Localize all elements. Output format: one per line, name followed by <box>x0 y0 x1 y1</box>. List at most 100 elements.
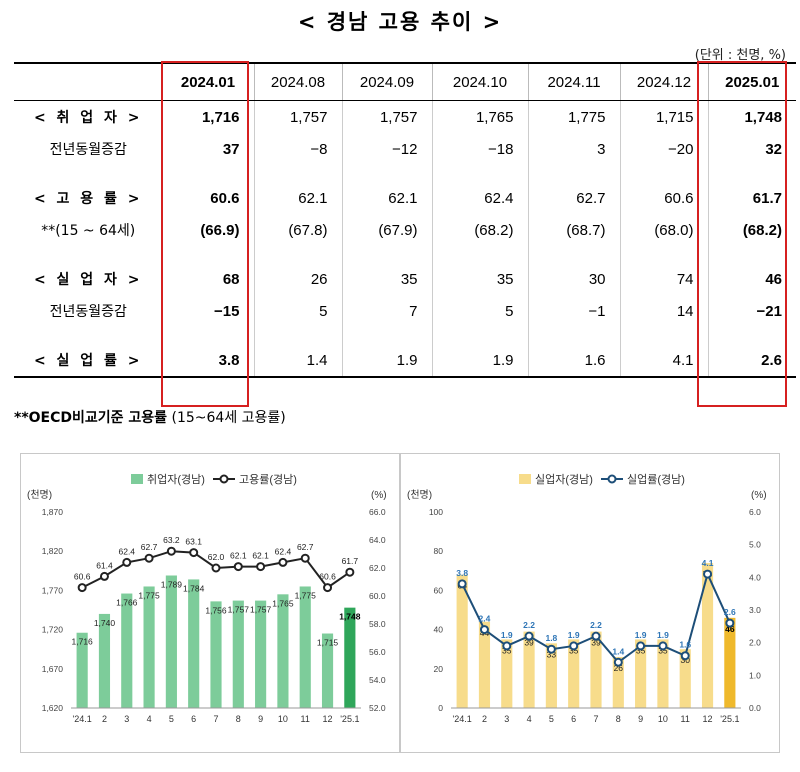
bar <box>255 600 267 708</box>
table-cell: 60.6 <box>161 182 254 214</box>
y2-tick-label: 62.0 <box>369 563 386 573</box>
table-cell: 3.8 <box>161 344 254 378</box>
x-tick-label: 6 <box>571 714 576 724</box>
y2-tick-label: 5.0 <box>749 540 761 550</box>
bar <box>210 601 222 708</box>
y-axis-title: (천명) <box>407 489 432 501</box>
table-cell: (67.8) <box>253 214 342 246</box>
bar-value-label: 46 <box>725 624 735 634</box>
table-cell: 1.9 <box>341 344 432 378</box>
column-header: 2024.10 <box>431 62 528 101</box>
y2-tick-label: 54.0 <box>369 675 386 685</box>
line-value-label: 62.7 <box>297 542 314 552</box>
legend-bar-swatch <box>519 474 531 484</box>
y-tick-label: 100 <box>429 507 443 517</box>
footnote-bold: **OECD비교기준 고용률 <box>14 410 168 426</box>
line-point <box>502 641 512 651</box>
table-spacer <box>14 246 796 263</box>
x-tick-label: 2 <box>102 714 107 724</box>
line-point <box>725 618 735 628</box>
bar <box>98 613 111 708</box>
column-header: 2024.09 <box>341 62 432 101</box>
table-cell: 62.1 <box>341 182 432 214</box>
y2-axis-title: (%) <box>371 490 387 501</box>
bar <box>568 639 580 708</box>
table-row: < 고 용 률 > 60.6 62.1 62.1 62.4 62.7 60.6 … <box>14 182 796 214</box>
row-label: < 고 용 률 > <box>33 191 143 207</box>
table-cell: 1,716 <box>161 100 254 133</box>
table-cell: 26 <box>253 263 342 295</box>
table-cell: −1 <box>527 295 620 327</box>
bar <box>344 607 356 708</box>
table-row: < 실 업 자 > 68 26 35 35 30 74 46 <box>14 263 796 295</box>
table-cell: 1,757 <box>253 100 342 133</box>
line-value-label: 3.8 <box>456 568 468 578</box>
table-cell: 1,748 <box>707 100 796 133</box>
table-cell: 1,757 <box>341 100 432 133</box>
line-point <box>300 553 310 563</box>
bar-value-label: 1,756 <box>205 605 227 615</box>
bar <box>121 593 133 708</box>
table-cell: 3 <box>527 133 620 165</box>
line-point <box>166 546 176 556</box>
table-cell: 1,775 <box>527 100 620 133</box>
x-tick-label: 2 <box>482 714 487 724</box>
bar <box>478 621 491 708</box>
line-point <box>345 567 355 577</box>
line-point <box>256 562 266 572</box>
y2-tick-label: 0.0 <box>749 703 761 713</box>
unemployment-chart: 실업자(경남) 실업률(경남) (천명) (%) 0 20 40 60 80 100 0.0 1.0 2… <box>407 473 767 724</box>
bar <box>321 633 334 708</box>
line-value-label: 1.9 <box>568 630 580 640</box>
table-cell: 4.1 <box>619 344 708 378</box>
y-tick-label: 0 <box>438 703 443 713</box>
line-value-label: 62.1 <box>230 551 247 561</box>
employment-chart-panel: 취업자(경남) 고용률(경남) (천명) (%) 1,620 1,670 1,720 1,77… <box>20 453 400 753</box>
y2-tick-label: 60.0 <box>369 591 386 601</box>
line-value-label: 62.4 <box>118 546 135 556</box>
bar <box>188 579 200 708</box>
table-cell: 68 <box>161 263 254 295</box>
table-cell: −18 <box>431 133 528 165</box>
table-cell: 5 <box>253 295 342 327</box>
table-cell: −12 <box>341 133 432 165</box>
bar <box>612 657 624 708</box>
table-cell: 2.6 <box>707 344 796 378</box>
y-tick-label: 1,670 <box>42 664 64 674</box>
line-point <box>278 557 288 567</box>
line-point <box>122 557 132 567</box>
y2-axis-title: (%) <box>751 490 767 501</box>
y-tick-label: 60 <box>434 585 444 595</box>
bar-value-label: 39 <box>591 638 601 648</box>
table-cell: 14 <box>619 295 708 327</box>
x-tick-label: 7 <box>593 714 598 724</box>
table-cell: 35 <box>431 263 528 295</box>
column-header: 2024.01 <box>161 62 254 101</box>
bar-value-label: 1,740 <box>94 618 116 628</box>
x-tick-label: 8 <box>616 714 621 724</box>
line-value-label: 62.0 <box>208 552 225 562</box>
table-cell: 61.7 <box>707 182 796 214</box>
bar <box>456 574 468 708</box>
footnote-rest: (15~64세 고용률) <box>167 410 286 426</box>
line-point <box>189 548 199 558</box>
bar <box>299 586 311 708</box>
y2-tick-label: 6.0 <box>749 507 761 517</box>
row-label: **(15 ~ 64세) <box>41 223 136 239</box>
legend-label: 고용률(경남) <box>239 473 297 486</box>
bar <box>277 594 289 708</box>
table-spacer <box>14 327 796 344</box>
x-tick-label: 8 <box>236 714 241 724</box>
x-tick-label: 11 <box>301 714 310 724</box>
table-cell: 7 <box>341 295 432 327</box>
line-value-label: 62.4 <box>275 546 292 556</box>
x-tick-label: '24.1 <box>73 714 92 724</box>
line-point <box>99 571 109 581</box>
x-tick-label: 10 <box>278 714 288 724</box>
y2-tick-label: 58.0 <box>369 619 386 629</box>
column-header: 2024.12 <box>619 62 708 101</box>
x-tick-label: 4 <box>527 714 532 724</box>
legend-label: 실업자(경남) <box>535 473 593 486</box>
y-tick-label: 1,770 <box>42 585 64 595</box>
line-point <box>703 569 713 579</box>
